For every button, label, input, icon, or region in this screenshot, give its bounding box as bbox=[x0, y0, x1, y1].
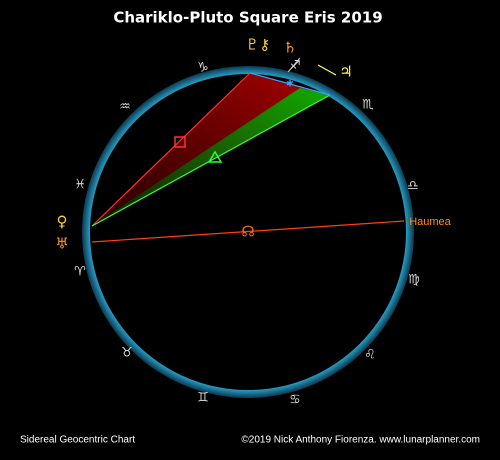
planet-glyph: ♅ bbox=[55, 235, 68, 253]
square-line bbox=[91, 72, 251, 227]
zodiac-sign: ♑ bbox=[197, 61, 209, 76]
zodiac-sign: ♊ bbox=[197, 391, 209, 406]
footer-right: ©2019 Nick Anthony Fiorenza. www.lunarpl… bbox=[241, 435, 480, 446]
trine-symbol bbox=[207, 150, 223, 163]
trine-wedge bbox=[92, 88, 330, 226]
title: Chariklo-Pluto Square Eris 2019 bbox=[113, 9, 382, 27]
zodiac-sign: ♍ bbox=[408, 273, 420, 288]
zodiac-sign: ♋ bbox=[289, 393, 301, 408]
planet-glyph: ♀ bbox=[57, 213, 68, 231]
sextile-symbol: ✱ bbox=[286, 80, 294, 90]
glyphs: ♑ ♐ ♏ ♎ ♍ ♌ ♋ ♊ ♉ ♈ ♓ ♒ ♇⚷ ♄ ♃ ♀ ♅ ☊ bbox=[55, 36, 420, 408]
zodiac-sign: ♐ bbox=[289, 59, 301, 74]
zodiac-sign: ♌ bbox=[364, 348, 376, 363]
planet-glyph: ♇⚷ bbox=[246, 36, 270, 54]
motion-arrow bbox=[317, 64, 337, 76]
planet-glyph: ♃ bbox=[339, 63, 352, 81]
zodiac-sign: ♒ bbox=[119, 100, 131, 115]
sextile-line bbox=[249, 72, 331, 96]
zodiac-sign: ♏ bbox=[362, 98, 374, 113]
motion-arrow bbox=[287, 57, 301, 73]
square-symbol bbox=[174, 136, 186, 148]
zodiac-sign: ♎ bbox=[407, 179, 419, 194]
zodiac-sign: ♓ bbox=[74, 178, 86, 193]
opposition-line bbox=[91, 220, 405, 243]
zodiac-sign: ♉ bbox=[121, 346, 133, 361]
trine-line bbox=[91, 94, 331, 227]
planet-glyph: ♄ bbox=[283, 39, 296, 57]
haumea-label: Haumea bbox=[409, 216, 451, 228]
planet-glyph: ☊ bbox=[241, 223, 254, 241]
footer-left: Sidereal Geocentric Chart bbox=[20, 435, 135, 446]
zodiac-sign: ♈ bbox=[74, 265, 86, 280]
